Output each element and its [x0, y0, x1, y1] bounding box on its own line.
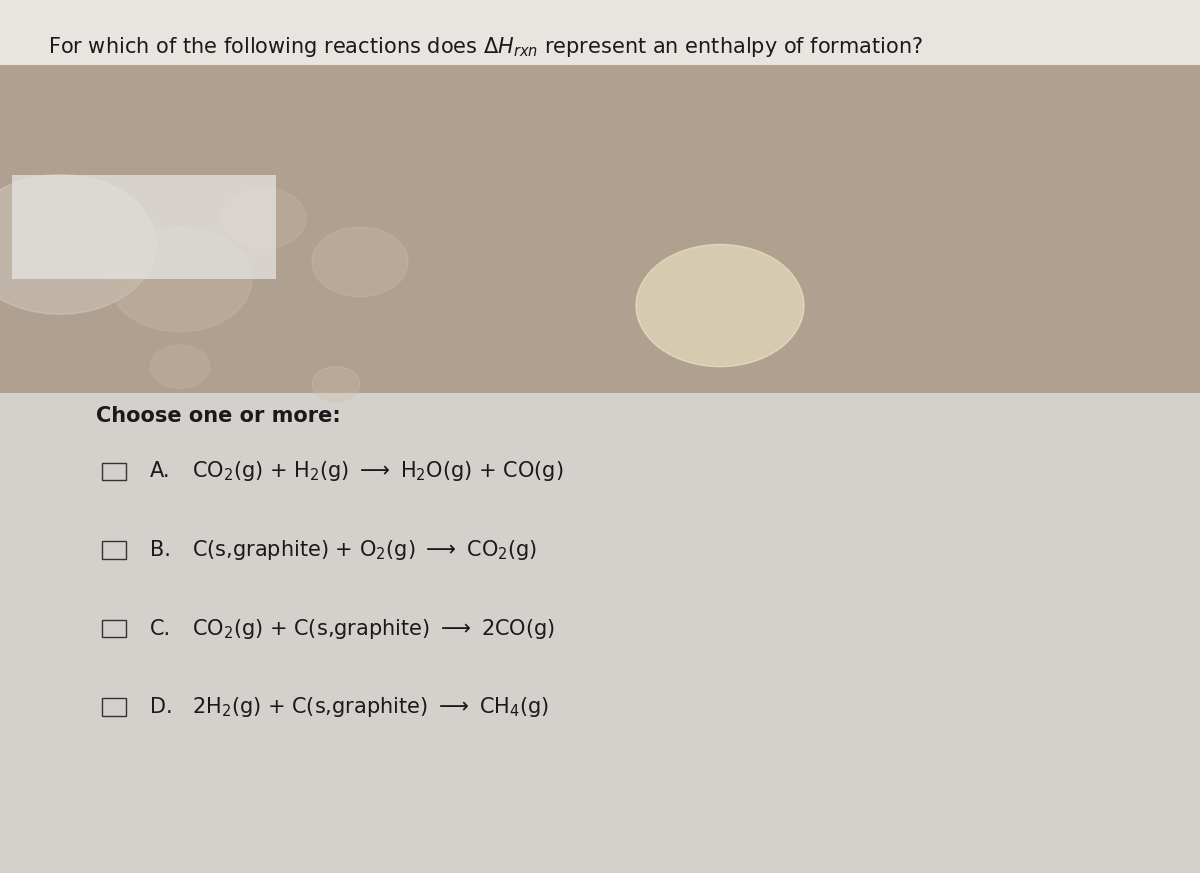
Text: C.: C. [150, 619, 172, 638]
Circle shape [222, 188, 306, 249]
Text: A.: A. [150, 462, 170, 481]
Circle shape [150, 345, 210, 388]
Text: B.: B. [150, 540, 170, 560]
Bar [0, 65, 1200, 463]
Circle shape [240, 288, 360, 375]
Bar [12, 175, 276, 279]
Text: D.: D. [150, 698, 173, 717]
Text: 2H$_2$(g) + C(s,graphite) $\longrightarrow$ CH$_4$(g): 2H$_2$(g) + C(s,graphite) $\longrightarr… [192, 695, 550, 719]
Circle shape [0, 175, 156, 314]
Circle shape [108, 227, 252, 332]
Text: For which of the following reactions does $\Delta H_{rxn}$ represent an enthalpy: For which of the following reactions doe… [48, 35, 923, 58]
Text: CO$_2$(g) + H$_2$(g) $\longrightarrow$ H$_2$O(g) + CO(g): CO$_2$(g) + H$_2$(g) $\longrightarrow$ H… [192, 459, 563, 484]
Circle shape [312, 227, 408, 297]
Text: CO$_2$(g) + C(s,graphite) $\longrightarrow$ 2CO(g): CO$_2$(g) + C(s,graphite) $\longrightarr… [192, 616, 556, 641]
Text: Choose one or more:: Choose one or more: [96, 406, 341, 426]
Circle shape [312, 367, 360, 402]
Text: C(s,graphite) + O$_2$(g) $\longrightarrow$ CO$_2$(g): C(s,graphite) + O$_2$(g) $\longrightarro… [192, 538, 538, 562]
Circle shape [636, 244, 804, 367]
Bar [0, 393, 1200, 873]
Bar [0, 0, 1200, 70]
